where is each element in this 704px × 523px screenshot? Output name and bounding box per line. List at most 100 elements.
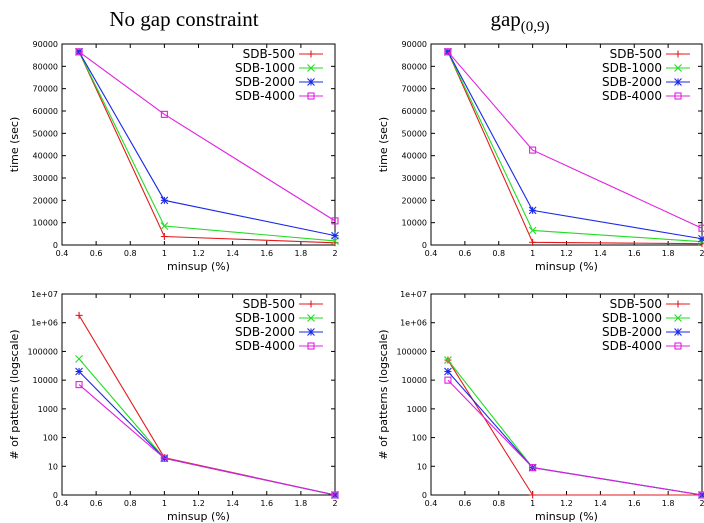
legend-marker xyxy=(674,342,682,350)
data-point-sdb-500 xyxy=(75,311,83,319)
x-axis-label: minsup (%) xyxy=(535,510,598,523)
x-tick-label: 1 xyxy=(530,499,535,508)
data-point-sdb-4000 xyxy=(160,110,168,118)
legend-label: SDB-2000 xyxy=(602,75,662,89)
x-tick-label: 1.8 xyxy=(295,499,308,508)
x-tick-label: 0.6 xyxy=(459,249,472,258)
y-axis-label: time (sec) xyxy=(8,117,21,172)
x-tick-label: 1.6 xyxy=(628,249,641,258)
legend-marker xyxy=(307,92,315,100)
x-tick-label: 1.2 xyxy=(560,249,573,258)
y-tick-label: 100 xyxy=(43,434,58,443)
x-tick-label: 1.2 xyxy=(560,499,573,508)
legend-entry-sdb-4000: SDB-4000 xyxy=(235,89,323,103)
legend-label: SDB-2000 xyxy=(235,325,295,339)
y-tick-label: 1e+07 xyxy=(31,290,58,299)
legend-entry-sdb-4000: SDB-4000 xyxy=(602,89,690,103)
x-tick-label: 1.8 xyxy=(295,249,308,258)
y-tick-label: 0 xyxy=(53,491,58,500)
series-line-sdb-500 xyxy=(447,51,703,245)
legend-entry-sdb-1000: SDB-1000 xyxy=(235,311,323,325)
data-point-sdb-500 xyxy=(529,238,537,246)
x-tick-label: 2 xyxy=(699,249,704,258)
chart-title-subscript: (0,9) xyxy=(521,19,550,35)
x-tick-label: 1.6 xyxy=(260,499,273,508)
y-tick-label: 100000 xyxy=(27,347,58,356)
data-point-sdb-4000 xyxy=(698,224,704,232)
chart-panel-1: No gap constraint 0.4 0.6 0.8 1 1.2 1.4 1.6 1.8 2… xyxy=(8,7,339,273)
y-tick-label: 1000 xyxy=(38,405,58,414)
y-tick-label: 40000 xyxy=(402,152,427,161)
x-tick-label: 1.6 xyxy=(628,499,641,508)
x-tick-label: 0.4 xyxy=(425,249,438,258)
x-tick-label: 0.6 xyxy=(90,499,103,508)
data-point-sdb-2000 xyxy=(698,234,704,243)
legend-marker xyxy=(674,314,682,322)
x-tick-label: 1.4 xyxy=(226,249,239,258)
y-tick-label: 1e+06 xyxy=(31,319,58,328)
y-tick-label: 20000 xyxy=(402,196,427,205)
data-point-sdb-2000 xyxy=(75,367,83,376)
y-tick-label: 20000 xyxy=(33,196,58,205)
x-axis-label: minsup (%) xyxy=(167,510,230,523)
legend-entry-sdb-2000: SDB-2000 xyxy=(602,75,690,89)
x-tick-label: 1.2 xyxy=(192,499,205,508)
x-tick-label: 1.6 xyxy=(260,249,273,258)
legend-label: SDB-2000 xyxy=(602,325,662,339)
legend-entry-sdb-500: SDB-500 xyxy=(610,297,690,311)
x-tick-label: 1.4 xyxy=(226,499,239,508)
y-tick-label: 100000 xyxy=(396,347,427,356)
legend-entry-sdb-2000: SDB-2000 xyxy=(235,75,323,89)
x-tick-label: 1 xyxy=(162,249,167,258)
y-tick-label: 10000 xyxy=(402,219,427,228)
data-point-sdb-2000 xyxy=(160,196,169,205)
series-line-sdb-2000 xyxy=(78,371,336,496)
x-tick-label: 0.4 xyxy=(425,499,438,508)
y-tick-label: 100 xyxy=(412,434,427,443)
legend-label: SDB-1000 xyxy=(235,61,295,75)
series-line-sdb-2000 xyxy=(447,371,703,496)
x-tick-label: 2 xyxy=(699,499,704,508)
data-point-sdb-1000 xyxy=(444,356,452,364)
legend-entry-sdb-1000: SDB-1000 xyxy=(235,61,323,75)
x-axis-label: minsup (%) xyxy=(167,260,230,273)
legend-entry-sdb-4000: SDB-4000 xyxy=(602,339,690,353)
x-tick-label: 1.2 xyxy=(192,249,205,258)
y-tick-label: 70000 xyxy=(33,85,58,94)
x-tick-label: 0.8 xyxy=(124,499,137,508)
y-tick-label: 10000 xyxy=(33,219,58,228)
data-point-sdb-4000 xyxy=(529,464,537,472)
legend-entry-sdb-500: SDB-500 xyxy=(610,47,690,61)
legend-marker xyxy=(674,300,682,308)
legend-label: SDB-500 xyxy=(243,297,295,311)
x-tick-label: 1 xyxy=(530,249,535,258)
data-point-sdb-4000 xyxy=(75,381,83,389)
legend-marker xyxy=(307,328,315,336)
legend-label: SDB-1000 xyxy=(602,311,662,325)
y-tick-label: 60000 xyxy=(402,107,427,116)
legend-label: SDB-500 xyxy=(610,47,662,61)
y-axis-label: # of patterns (logscale) xyxy=(8,329,21,459)
data-point-sdb-2000 xyxy=(331,231,339,240)
y-tick-label: 80000 xyxy=(33,62,58,71)
x-tick-label: 1.8 xyxy=(662,499,675,508)
data-point-sdb-4000 xyxy=(529,146,537,154)
y-tick-label: 90000 xyxy=(402,40,427,49)
y-tick-label: 0 xyxy=(53,241,58,250)
y-tick-label: 80000 xyxy=(402,62,427,71)
chart-panel-2: gap(0,9) 0.4 0.6 0.8 1 1.2 1.4 1.6 1.8 2 0 10000 200… xyxy=(377,7,704,273)
y-tick-label: 70000 xyxy=(402,85,427,94)
x-tick-label: 0.4 xyxy=(56,249,69,258)
y-tick-label: 50000 xyxy=(402,129,427,138)
data-point-sdb-4000 xyxy=(75,48,83,56)
x-tick-label: 0.6 xyxy=(459,499,472,508)
data-point-sdb-4000 xyxy=(331,217,339,225)
y-tick-label: 30000 xyxy=(402,174,427,183)
chart-title: No gap constraint xyxy=(109,7,258,31)
legend-label: SDB-4000 xyxy=(235,89,295,103)
y-tick-label: 10000 xyxy=(402,376,427,385)
legend-label: SDB-4000 xyxy=(602,89,662,103)
y-tick-label: 0 xyxy=(422,241,427,250)
data-point-sdb-1000 xyxy=(528,226,537,235)
data-point-sdb-4000 xyxy=(331,491,339,499)
